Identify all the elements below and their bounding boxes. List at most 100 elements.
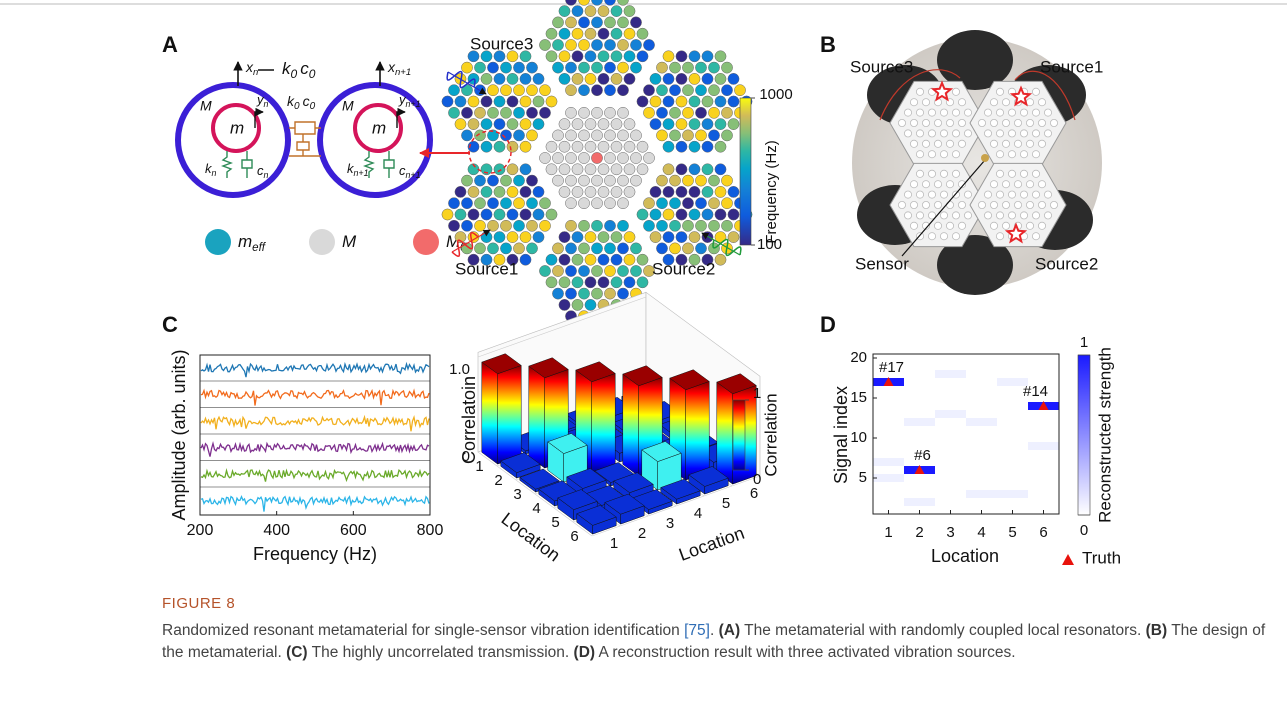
lattice-node (598, 51, 609, 62)
lattice-node (695, 85, 706, 96)
lattice-node (721, 62, 732, 73)
lattice-node (611, 5, 622, 16)
symbol: kn (205, 161, 217, 178)
lattice-node (565, 39, 576, 50)
lattice-node (689, 119, 700, 130)
legend-symbol-sub: eff (252, 242, 267, 254)
plate-hole (910, 181, 917, 188)
lattice-node (559, 119, 570, 130)
lattice-node (669, 130, 680, 141)
location-tick-label: 6 (570, 528, 578, 545)
colorbar-tick-label: 1000 (759, 86, 792, 103)
lattice-node (728, 96, 739, 107)
lattice-node (591, 85, 602, 96)
lattice-node (552, 265, 563, 276)
lattice-node (598, 254, 609, 265)
lattice-node (598, 119, 609, 130)
colorbar-tick-label: 1 (753, 385, 761, 402)
lattice-node (481, 96, 492, 107)
plate-hole (940, 233, 947, 240)
lattice-node (565, 198, 576, 209)
lattice-node (539, 265, 550, 276)
caption-part: A reconstruction result with three activ… (599, 644, 1016, 661)
lattice-node (702, 164, 713, 175)
lattice-node (637, 96, 648, 107)
lattice-node (624, 51, 635, 62)
symbol-sub: n (264, 99, 269, 109)
lattice-node (507, 186, 518, 197)
x-tick-label: 5 (1008, 524, 1016, 541)
lattice-node (637, 277, 648, 288)
lattice-node (669, 62, 680, 73)
plate-hole (1020, 170, 1027, 177)
plate-hole (916, 151, 923, 158)
lattice-node (552, 17, 563, 28)
lattice-node (591, 130, 602, 141)
lattice-node (552, 62, 563, 73)
plate-hole (1050, 119, 1057, 126)
plate-hole (916, 191, 923, 198)
lattice-node (578, 288, 589, 299)
lattice-node (624, 5, 635, 16)
lattice-node (669, 198, 680, 209)
lattice-node (455, 186, 466, 197)
lattice-node (643, 39, 654, 50)
location-tick-label: 2 (494, 472, 502, 489)
colorbar-label: Reconstructed strength (1095, 347, 1114, 523)
lattice-node (487, 85, 498, 96)
lattice-node (663, 51, 674, 62)
lattice-node (728, 186, 739, 197)
plate-hole (952, 88, 959, 95)
lattice-node (520, 73, 531, 84)
lattice-node (520, 96, 531, 107)
plate-hole (1038, 140, 1045, 147)
plate-hole (1020, 212, 1027, 219)
lattice-node (520, 186, 531, 197)
lattice-node (676, 73, 687, 84)
colorbar-tick-label: 0 (1080, 522, 1088, 539)
plate-hole (952, 233, 959, 240)
lattice-node (546, 51, 557, 62)
lattice-node (643, 107, 654, 118)
symbol: m (230, 118, 244, 137)
lattice-node (630, 152, 641, 163)
lattice-node (552, 175, 563, 186)
reference[interactable]: [75] (684, 622, 710, 639)
plate-hole (946, 222, 953, 229)
lattice-node (630, 39, 641, 50)
lattice-node (572, 73, 583, 84)
lattice-node (572, 277, 583, 288)
lattice-node (643, 152, 654, 163)
colorbar (733, 400, 745, 470)
lattice-node (500, 198, 511, 209)
legend-label: Truth (1082, 548, 1121, 567)
plate-hole (1008, 130, 1015, 137)
plate-hole (940, 191, 947, 198)
lattice-node (598, 164, 609, 175)
plate-hole (1008, 191, 1015, 198)
lattice-node (507, 73, 518, 84)
lattice-node (513, 85, 524, 96)
lattice-node (591, 288, 602, 299)
lattice-node (695, 130, 706, 141)
plate-hole (1002, 140, 1009, 147)
symbol: cn+1 (399, 163, 421, 180)
lattice-node (604, 17, 615, 28)
lattice-node (617, 288, 628, 299)
plate-hole (910, 222, 917, 229)
symbol-sub: n (253, 67, 258, 78)
lattice-node (689, 73, 700, 84)
lattice-node (533, 186, 544, 197)
plate-hole (910, 119, 917, 126)
faint-cell (935, 410, 966, 418)
lattice-node (494, 164, 505, 175)
lattice-node (494, 209, 505, 220)
plate-hole (952, 170, 959, 177)
lattice-node (546, 96, 557, 107)
faint-cell (966, 490, 997, 498)
plate-hole (1008, 151, 1015, 158)
lattice-node (728, 232, 739, 243)
location-tick-label: 5 (722, 495, 730, 512)
lattice-node (598, 141, 609, 152)
caption-part: The highly uncorrelated transmission. (312, 644, 570, 661)
